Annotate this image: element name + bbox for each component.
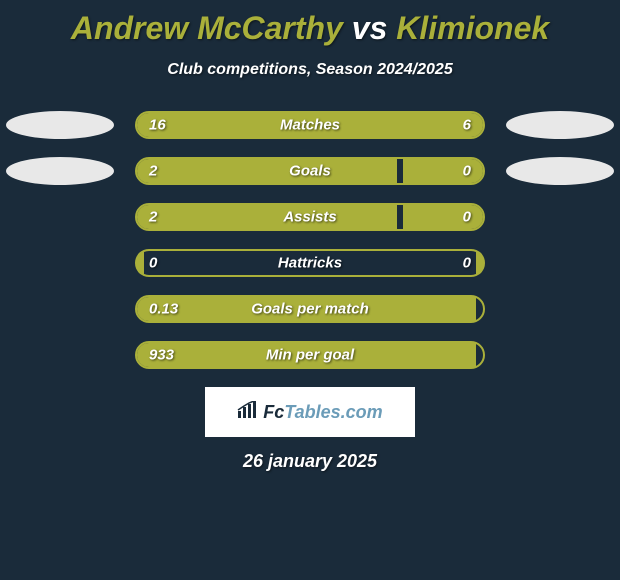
bar-track: 0.13Goals per match (135, 295, 485, 323)
bar-fill-left (137, 159, 397, 183)
bar-track: 166Matches (135, 111, 485, 139)
bar-fill-left (137, 205, 397, 229)
bar-fill-left (137, 251, 144, 275)
left-value: 16 (149, 117, 166, 134)
left-value: 0.13 (149, 301, 178, 318)
stat-row: 20Goals (0, 157, 620, 185)
stat-row: 20Assists (0, 203, 620, 231)
bar-fill-left (137, 343, 476, 367)
bar-track: 933Min per goal (135, 341, 485, 369)
player1-avatar (6, 157, 114, 185)
stat-row: 166Matches (0, 111, 620, 139)
right-value: 0 (463, 209, 471, 226)
bar-track: 0 0Hattricks (135, 249, 485, 277)
left-value: 0 (149, 255, 157, 272)
player1-name: Andrew McCarthy (71, 10, 343, 46)
right-value: 0 (463, 255, 471, 272)
right-value: 0 (463, 163, 471, 180)
stat-row: 0 0Hattricks (0, 249, 620, 277)
bar-fill-left (137, 297, 476, 321)
left-value: 933 (149, 347, 174, 364)
bar-fill-right (403, 205, 483, 229)
logo-text: FcTables.com (263, 402, 382, 423)
comparison-chart: 166Matches20Goals20Assists00Hattricks0.1… (0, 111, 620, 369)
player2-name: Klimionek (396, 10, 549, 46)
footer-logo: FcTables.com (205, 387, 415, 437)
left-value: 2 (149, 209, 157, 226)
stat-row: 0.13Goals per match (0, 295, 620, 323)
page-title: Andrew McCarthy vs Klimionek (0, 0, 620, 47)
subtitle: Club competitions, Season 2024/2025 (0, 61, 620, 79)
bar-fill-left (137, 113, 372, 137)
chart-icon (237, 401, 259, 424)
footer-date: 26 january 2025 (0, 451, 620, 472)
stat-label: Hattricks (137, 255, 483, 272)
bar-fill-right (403, 159, 483, 183)
stat-row: 933Min per goal (0, 341, 620, 369)
left-value: 2 (149, 163, 157, 180)
bar-track: 20Goals (135, 157, 485, 185)
right-value: 6 (463, 117, 471, 134)
player2-avatar (506, 157, 614, 185)
bar-fill-right (476, 251, 483, 275)
player2-avatar (506, 111, 614, 139)
player1-avatar (6, 111, 114, 139)
vs-text: vs (352, 10, 388, 46)
bar-track: 20Assists (135, 203, 485, 231)
